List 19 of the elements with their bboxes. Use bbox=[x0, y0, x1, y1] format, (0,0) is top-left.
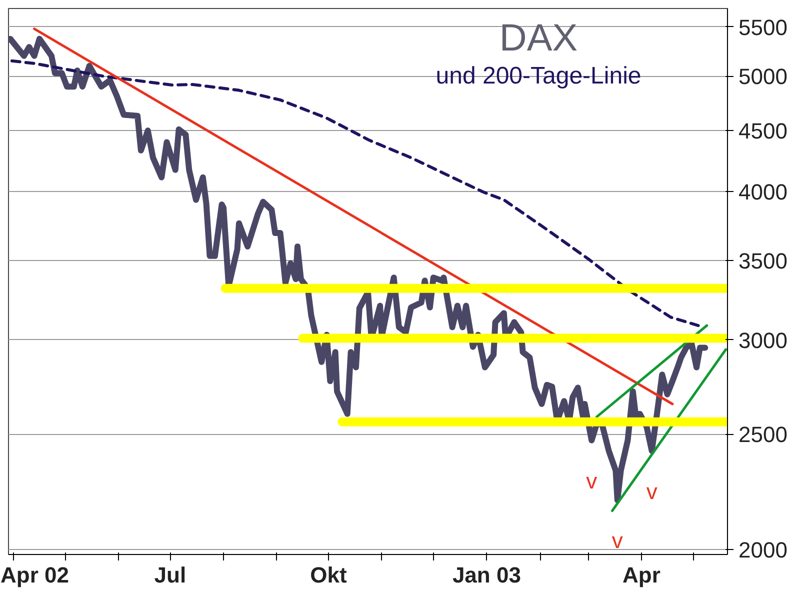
y-tick-label: 3500 bbox=[738, 248, 788, 274]
chart-title: DAX bbox=[499, 18, 578, 60]
y-tick-label: 4500 bbox=[738, 118, 788, 144]
annotation: v bbox=[646, 478, 658, 504]
y-tick-label: 3000 bbox=[738, 328, 788, 353]
y-tick-label: 5500 bbox=[738, 14, 788, 40]
x-tick-label: Jul bbox=[154, 562, 186, 588]
y-tick-label: 5000 bbox=[738, 64, 788, 90]
y-tick-label: 2500 bbox=[738, 422, 788, 448]
annotation: v bbox=[612, 528, 623, 554]
y-tick-label: 2000 bbox=[738, 537, 788, 562]
x-tick-label: Apr 02 bbox=[0, 562, 69, 588]
line-series bbox=[10, 59, 700, 328]
x-tick-label: Jan 03 bbox=[452, 562, 521, 588]
annotation: v bbox=[586, 468, 598, 494]
x-tick-label: Apr bbox=[622, 562, 661, 588]
text: und 200-Tage-Linie bbox=[436, 62, 642, 90]
x-tick-label: Okt bbox=[310, 562, 348, 588]
y-tick-label: 4000 bbox=[738, 179, 788, 204]
